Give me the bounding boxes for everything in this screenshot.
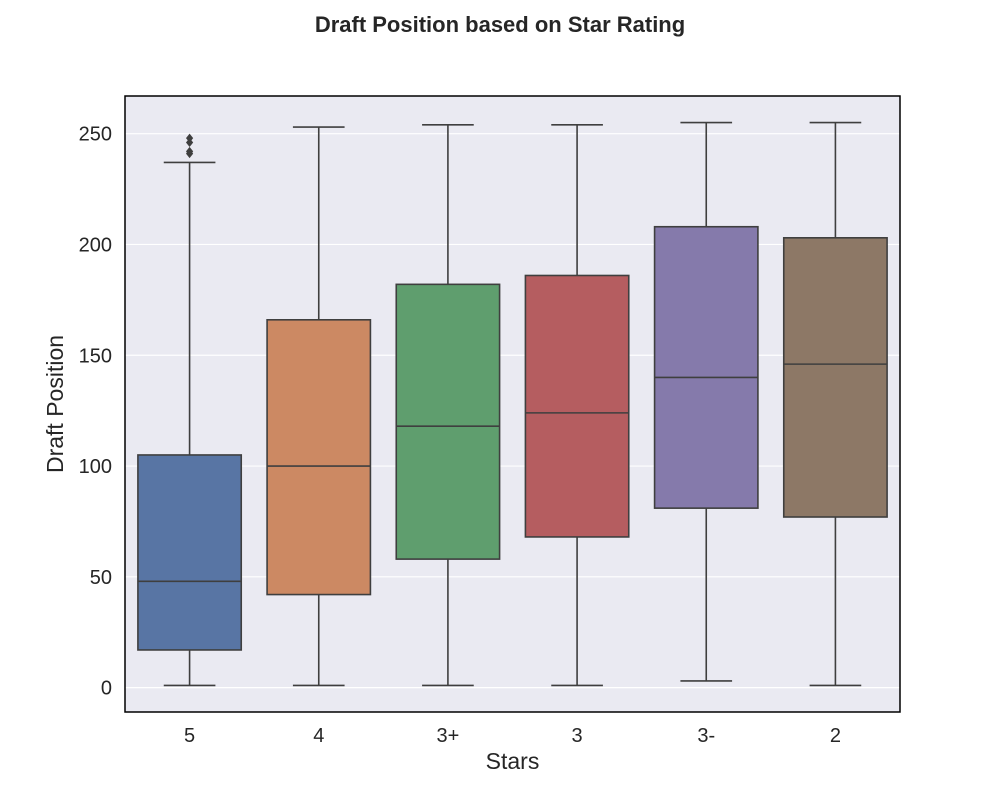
iqr-box	[525, 275, 628, 536]
x-tick-label: 3	[572, 725, 583, 747]
y-tick-label: 50	[90, 567, 112, 589]
y-axis-label: Draft Position	[42, 335, 68, 473]
x-axis-ticks: 5 4 3+ 3 3- 2	[184, 725, 841, 747]
x-tick-label: 2	[830, 725, 841, 747]
iqr-box	[784, 238, 887, 517]
iqr-box	[138, 455, 241, 650]
x-axis-label: Stars	[486, 748, 540, 774]
y-tick-label: 200	[79, 234, 112, 256]
y-tick-label: 100	[79, 456, 112, 478]
iqr-box	[396, 284, 499, 559]
y-tick-label: 250	[79, 124, 112, 146]
y-tick-label: 150	[79, 345, 112, 367]
x-tick-label: 5	[184, 725, 195, 747]
x-tick-label: 4	[313, 725, 324, 747]
iqr-box	[267, 320, 370, 595]
iqr-box	[655, 227, 758, 508]
y-axis-ticks: 0 50 100 150 200 250	[79, 124, 112, 700]
x-tick-label: 3-	[697, 725, 715, 747]
x-tick-label: 3+	[437, 725, 460, 747]
y-tick-label: 0	[101, 678, 112, 700]
